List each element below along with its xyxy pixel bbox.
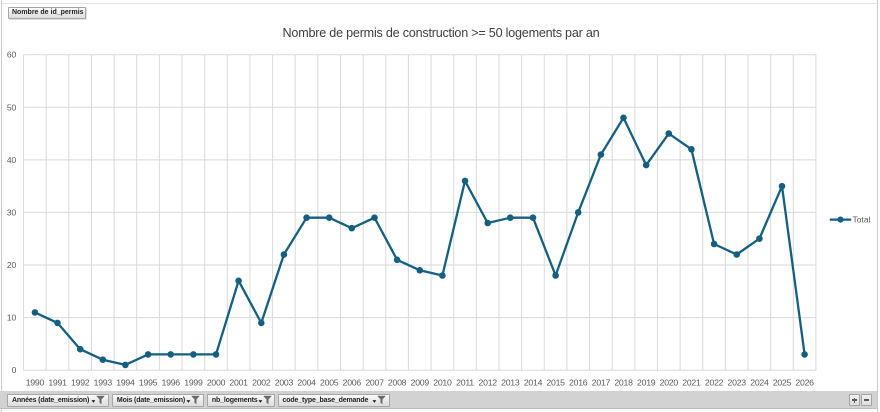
svg-text:2004: 2004 (297, 378, 316, 388)
svg-text:2000: 2000 (207, 378, 226, 388)
svg-text:2005: 2005 (320, 378, 339, 388)
svg-text:0: 0 (12, 365, 17, 375)
svg-text:2024: 2024 (750, 378, 769, 388)
svg-text:2012: 2012 (479, 378, 498, 388)
svg-text:1991: 1991 (48, 378, 67, 388)
svg-text:1990: 1990 (26, 378, 45, 388)
svg-text:2015: 2015 (546, 378, 565, 388)
svg-text:20: 20 (7, 260, 17, 270)
svg-text:2010: 2010 (433, 378, 452, 388)
svg-text:2025: 2025 (773, 378, 792, 388)
svg-text:1994: 1994 (116, 378, 135, 388)
svg-text:2002: 2002 (252, 378, 271, 388)
svg-text:2019: 2019 (637, 378, 656, 388)
svg-text:2007: 2007 (365, 378, 384, 388)
svg-text:1993: 1993 (94, 378, 113, 388)
svg-text:10: 10 (7, 313, 17, 323)
svg-text:1995: 1995 (139, 378, 158, 388)
svg-text:Total: Total (853, 215, 871, 225)
svg-text:30: 30 (7, 207, 17, 217)
svg-text:50: 50 (7, 102, 17, 112)
svg-text:2003: 2003 (275, 378, 294, 388)
svg-text:2021: 2021 (682, 378, 701, 388)
svg-text:1992: 1992 (71, 378, 90, 388)
svg-text:2023: 2023 (728, 378, 747, 388)
svg-text:2017: 2017 (592, 378, 611, 388)
svg-text:2016: 2016 (569, 378, 588, 388)
svg-text:2018: 2018 (614, 378, 633, 388)
svg-text:2014: 2014 (524, 378, 543, 388)
svg-text:2022: 2022 (705, 378, 724, 388)
svg-text:2020: 2020 (660, 378, 679, 388)
svg-text:2009: 2009 (411, 378, 430, 388)
svg-text:60: 60 (7, 50, 17, 60)
svg-text:2008: 2008 (388, 378, 407, 388)
svg-text:1999: 1999 (184, 378, 203, 388)
svg-text:40: 40 (7, 155, 17, 165)
svg-text:2011: 2011 (456, 378, 474, 388)
svg-text:2013: 2013 (501, 378, 520, 388)
svg-text:2026: 2026 (795, 378, 814, 388)
svg-text:2006: 2006 (343, 378, 362, 388)
svg-text:1996: 1996 (162, 378, 181, 388)
svg-text:2001: 2001 (229, 378, 248, 388)
